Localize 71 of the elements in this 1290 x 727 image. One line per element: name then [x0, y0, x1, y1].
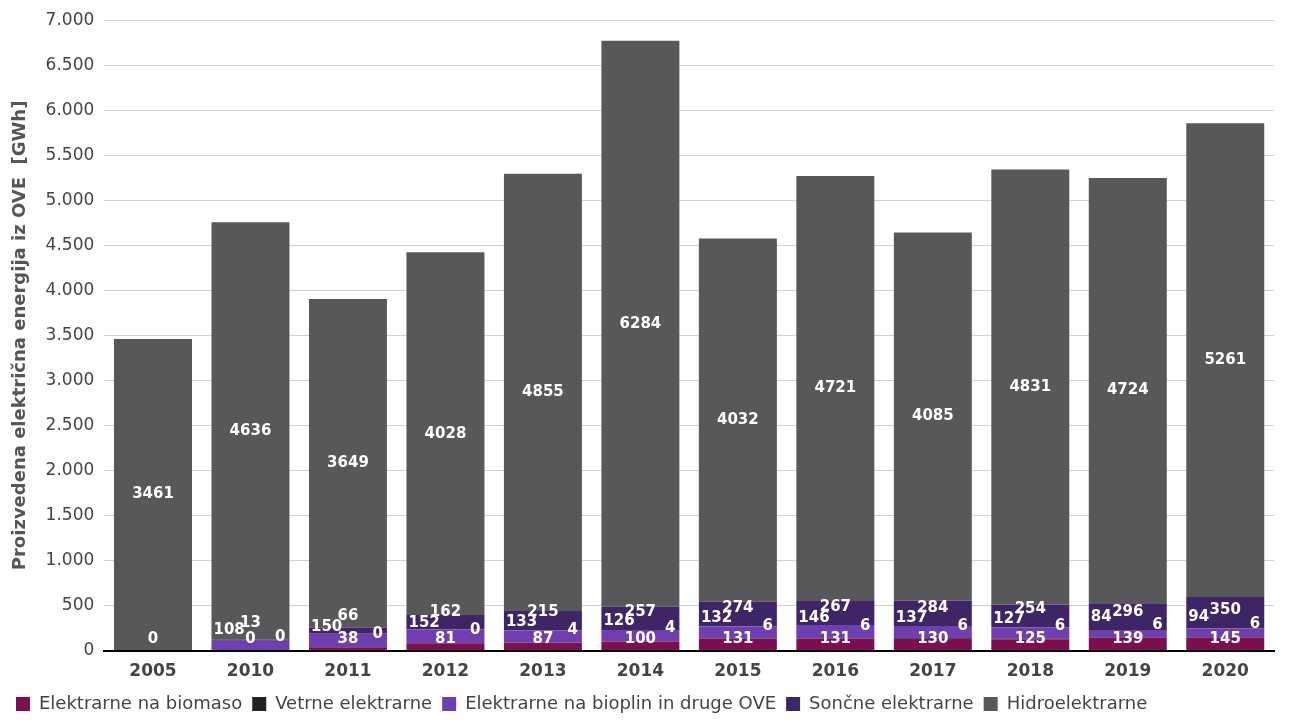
data-label: 81 [435, 628, 456, 647]
data-label: 6 [1054, 616, 1066, 635]
y-tick-label: 6.500 [45, 53, 95, 74]
x-tick-label: 2012 [421, 660, 470, 681]
y-tick-label: 3.000 [45, 368, 95, 389]
data-label: 130 [917, 628, 949, 647]
y-tick-label: 1.500 [45, 503, 95, 524]
y-tick-label: 5.000 [45, 188, 95, 209]
data-label: 145 [1209, 628, 1241, 647]
y-tick-label: 500 [61, 593, 95, 614]
y-tick-label: 7.000 [45, 8, 95, 29]
y-tick-label: 3.500 [45, 323, 95, 344]
x-tick-label: 2015 [714, 660, 762, 681]
data-label: 131 [722, 628, 754, 647]
y-tick-label: 0 [83, 639, 95, 660]
data-label: 6 [957, 615, 968, 634]
y-tick-label: 4.000 [45, 278, 95, 299]
data-label: 350 [1209, 600, 1241, 619]
y-tick-label: 2.000 [45, 458, 95, 479]
data-label: 5261 [1204, 350, 1247, 369]
data-label: 6 [1152, 614, 1163, 633]
data-label: 131 [819, 628, 852, 647]
data-label: 4724 [1106, 380, 1149, 399]
data-label: 100 [624, 628, 657, 647]
legend-label: Sončne elektrarne [809, 691, 974, 713]
x-tick-label: 2010 [226, 660, 275, 681]
annotation: 0 [147, 629, 159, 648]
data-label: 6 [762, 615, 773, 634]
annotation: 0 [469, 620, 481, 639]
x-tick-label: 2016 [811, 660, 860, 681]
x-tick-label: 2014 [616, 660, 665, 681]
x-tick-label: 2013 [519, 660, 567, 681]
data-label: 4 [567, 619, 578, 638]
legend-label: Elektrarne na biomaso [39, 691, 243, 713]
data-label: 4028 [424, 423, 467, 442]
data-label: 125 [1014, 628, 1046, 647]
data-label: 4085 [911, 406, 954, 425]
annotation: 0 [245, 629, 256, 648]
data-label: 4032 [717, 410, 759, 429]
data-label: 6 [859, 615, 871, 634]
data-label: 4831 [1009, 376, 1052, 395]
x-tick-label: 2020 [1201, 660, 1250, 681]
x-tick-label: 2011 [324, 660, 372, 681]
x-tick-label: 2005 [129, 660, 177, 681]
y-tick-label: 4.500 [45, 233, 95, 254]
data-label: 6284 [619, 313, 662, 332]
y-tick-label: 1.000 [45, 548, 95, 569]
data-label: 87 [532, 628, 554, 647]
data-label: 3461 [132, 484, 174, 503]
data-label: 4855 [522, 382, 564, 401]
x-tick-label: 2019 [1104, 660, 1152, 681]
y-tick-label: 5.500 [45, 143, 95, 164]
data-label: 139 [1112, 628, 1144, 647]
x-tick-label: 2018 [1006, 660, 1054, 681]
data-label: 4 [664, 618, 676, 637]
y-tick-label: 2.500 [45, 413, 95, 434]
data-label: 296 [1112, 601, 1144, 620]
legend-label: Vetrne elektrarne [275, 691, 433, 713]
data-label: 94 [1188, 606, 1210, 625]
legend-label: Elektrarne na bioplin in druge OVE [465, 691, 777, 713]
data-label: 3649 [327, 453, 369, 472]
data-label: 4636 [229, 420, 272, 439]
y-tick-label: 6.000 [45, 98, 95, 119]
data-label: 6 [1249, 614, 1261, 633]
legend-label: Hidroelektrarne [1006, 691, 1148, 713]
annotation: 0 [372, 624, 383, 643]
data-label: 84 [1090, 607, 1112, 626]
x-tick-label: 2017 [909, 660, 957, 681]
annotation: 0 [275, 627, 286, 646]
y-axis-title: Proizvedena električna energija iz OVE [GWh] [8, 100, 30, 571]
data-label: 4721 [814, 378, 857, 397]
